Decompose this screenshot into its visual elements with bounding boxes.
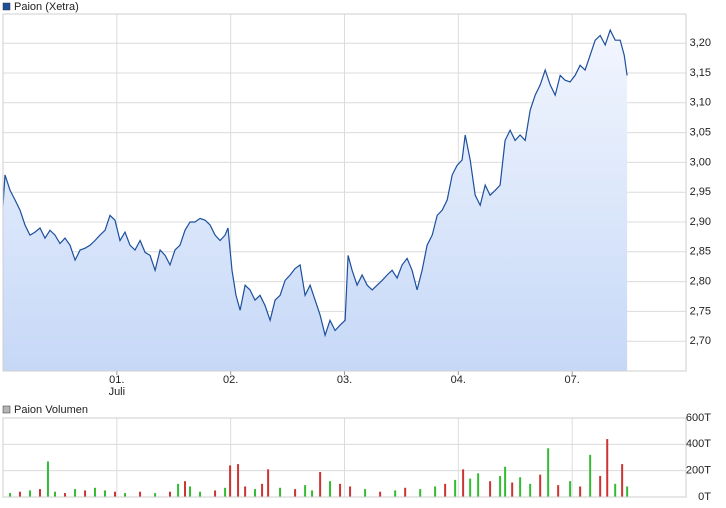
y-tick-label: 2,95 (690, 186, 711, 198)
volume-bar (626, 486, 629, 497)
volume-bar (46, 461, 49, 497)
x-tick-label: 02. (223, 374, 238, 386)
y-tick-label: 2,75 (690, 305, 711, 317)
y-tick-label: 2,80 (690, 276, 711, 288)
volume-bar (499, 475, 502, 497)
price-line (2, 28, 628, 338)
y-tick-label: 3,05 (690, 127, 711, 139)
volume-bar (621, 464, 624, 497)
y-tick-label: 400T (686, 438, 711, 450)
volume-bar (311, 490, 314, 497)
volume-bar (54, 491, 57, 497)
y-tick-label: 2,90 (690, 216, 711, 228)
legend-label: Paion Volumen (14, 404, 88, 416)
volume-bar (614, 483, 617, 497)
volume-bar (329, 481, 332, 497)
volume-bar (168, 491, 171, 497)
volume-bar (339, 483, 342, 497)
volume-bar (511, 482, 514, 497)
y-tick-label: 3,00 (690, 156, 711, 168)
volume-bar (244, 486, 247, 497)
volume-bar (279, 487, 282, 497)
legend-swatch (2, 405, 11, 414)
volume-bar (547, 448, 550, 497)
volume-bar (261, 483, 264, 497)
volume-bar (28, 490, 31, 497)
volume-bar (489, 481, 492, 497)
y-tick-label: 0T (698, 491, 711, 503)
volume-bar (319, 471, 322, 497)
legend-swatch (2, 2, 11, 11)
volume-bar (84, 490, 87, 497)
volume-bar (557, 485, 560, 497)
legend-label: Paion (Xetra) (14, 1, 79, 13)
volume-bar (462, 469, 465, 497)
x-tick-label: 01. (109, 374, 124, 386)
volume-bar (64, 493, 67, 497)
volume-bar (237, 464, 240, 497)
volume-bar (38, 489, 41, 497)
x-tick-label: 04. (451, 374, 466, 386)
x-month-label: Juli (109, 386, 126, 398)
volume-bar (114, 491, 117, 497)
area-fill (3, 30, 628, 371)
volume-bar (589, 454, 592, 497)
volume-bar (454, 479, 457, 497)
y-tick-label: 3,15 (690, 67, 711, 79)
volume-bar (214, 490, 217, 497)
volume-bar (184, 481, 187, 497)
plot-frame (2, 417, 687, 498)
volume-bar (154, 493, 157, 497)
volume-bar (229, 465, 232, 497)
volume-bar (519, 477, 522, 497)
volume-bar (199, 491, 202, 497)
volume-bar (469, 478, 472, 497)
volume-bar (477, 473, 480, 497)
volume-bar (349, 486, 352, 497)
volume-bar (529, 483, 532, 497)
volume-bar (539, 474, 542, 497)
volume-bar (304, 485, 307, 497)
volume-bar (9, 493, 12, 497)
volume-bar (599, 475, 602, 497)
volume-bar (139, 491, 142, 497)
volume-bar (93, 487, 96, 497)
volume-bar (189, 486, 192, 497)
x-tick-label: 07. (565, 374, 580, 386)
y-tick-label: 2,70 (690, 335, 711, 347)
volume-bar (294, 489, 297, 497)
volume-bar (124, 493, 127, 497)
plot-frame (2, 13, 687, 372)
y-tick-label: 600T (686, 412, 711, 424)
volume-bar (103, 490, 106, 497)
volume-bar (254, 489, 257, 497)
volume-bar (569, 481, 572, 497)
volume-bar (394, 490, 397, 497)
volume-bar (504, 466, 507, 497)
volume-bar (267, 469, 270, 497)
y-tick-label: 200T (686, 465, 711, 477)
volume-bar (434, 486, 437, 497)
volume-bar (444, 483, 447, 497)
volume-bar (404, 487, 407, 497)
volume-bar (177, 483, 180, 497)
volume-bar (606, 439, 609, 497)
volume-bar (74, 489, 77, 497)
volume-bar (224, 487, 227, 497)
volume-bar (379, 491, 382, 497)
volume-bar (18, 491, 21, 497)
volume-bar (579, 486, 582, 497)
y-tick-label: 3,10 (690, 97, 711, 109)
y-tick-label: 3,20 (690, 37, 711, 49)
y-tick-label: 2,85 (690, 246, 711, 258)
volume-bar (419, 489, 422, 497)
volume-bar (364, 489, 367, 497)
x-tick-label: 03. (337, 374, 352, 386)
